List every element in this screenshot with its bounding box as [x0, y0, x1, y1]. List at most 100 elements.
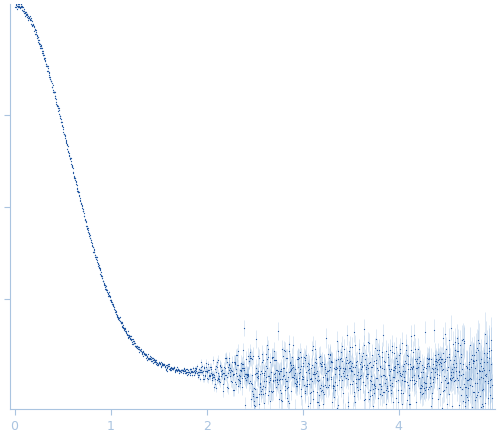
Point — [224, 385, 232, 392]
Point — [487, 375, 495, 382]
Point — [472, 356, 480, 363]
Point — [226, 364, 234, 371]
Point — [410, 376, 418, 383]
Point — [172, 366, 180, 373]
Point — [458, 366, 466, 373]
Point — [330, 364, 338, 371]
Point — [209, 371, 217, 378]
Point — [487, 336, 495, 343]
Point — [378, 392, 386, 399]
Point — [119, 322, 127, 329]
Point — [261, 367, 269, 374]
Point — [127, 333, 135, 340]
Point — [320, 381, 328, 388]
Point — [465, 361, 473, 368]
Point — [342, 359, 350, 366]
Point — [376, 381, 384, 388]
Point — [260, 400, 268, 407]
Point — [80, 213, 88, 220]
Point — [446, 374, 454, 381]
Point — [186, 370, 194, 377]
Point — [396, 371, 404, 378]
Point — [121, 324, 129, 331]
Point — [373, 346, 381, 353]
Point — [463, 377, 471, 384]
Point — [63, 142, 71, 149]
Point — [140, 350, 148, 357]
Point — [142, 354, 150, 361]
Point — [61, 134, 69, 141]
Point — [176, 367, 184, 374]
Point — [359, 349, 367, 356]
Point — [229, 378, 237, 385]
Point — [248, 354, 255, 361]
Point — [272, 367, 280, 374]
Point — [92, 254, 100, 261]
Point — [478, 367, 486, 374]
Point — [117, 319, 125, 326]
Point — [44, 68, 52, 75]
Point — [240, 373, 248, 380]
Point — [369, 402, 377, 409]
Point — [171, 367, 179, 374]
Point — [303, 381, 311, 388]
Point — [202, 368, 210, 375]
Point — [332, 356, 340, 363]
Point — [40, 51, 48, 58]
Point — [475, 375, 483, 382]
Point — [367, 373, 375, 380]
Point — [331, 366, 339, 373]
Point — [235, 377, 243, 384]
Point — [130, 340, 138, 347]
Point — [324, 350, 332, 357]
Point — [300, 420, 308, 427]
Point — [381, 373, 389, 380]
Point — [353, 372, 361, 379]
Point — [168, 364, 176, 371]
Point — [274, 368, 282, 375]
Point — [142, 351, 150, 358]
Point — [136, 347, 144, 354]
Point — [260, 371, 268, 378]
Point — [78, 208, 86, 215]
Point — [402, 347, 410, 354]
Point — [183, 366, 191, 373]
Point — [451, 338, 459, 345]
Point — [470, 358, 478, 365]
Point — [145, 355, 153, 362]
Point — [397, 386, 405, 393]
Point — [319, 388, 327, 395]
Point — [12, 4, 20, 11]
Point — [342, 372, 350, 379]
Point — [253, 369, 261, 376]
Point — [47, 77, 55, 84]
Point — [150, 357, 158, 364]
Point — [50, 89, 58, 96]
Point — [450, 357, 458, 364]
Point — [291, 380, 299, 387]
Point — [309, 388, 317, 395]
Point — [113, 313, 121, 320]
Point — [296, 368, 304, 375]
Point — [94, 263, 102, 270]
Point — [93, 259, 101, 266]
Point — [108, 300, 116, 307]
Point — [74, 188, 82, 195]
Point — [127, 335, 135, 342]
Point — [372, 374, 380, 381]
Point — [178, 366, 186, 373]
Point — [43, 62, 51, 69]
Point — [221, 364, 229, 371]
Point — [172, 365, 180, 372]
Point — [133, 344, 141, 351]
Point — [468, 383, 476, 390]
Point — [248, 381, 256, 388]
Point — [409, 364, 417, 371]
Point — [307, 364, 315, 371]
Point — [250, 370, 258, 377]
Point — [254, 373, 262, 380]
Point — [162, 362, 170, 369]
Point — [404, 352, 412, 359]
Point — [459, 371, 467, 378]
Point — [32, 32, 40, 39]
